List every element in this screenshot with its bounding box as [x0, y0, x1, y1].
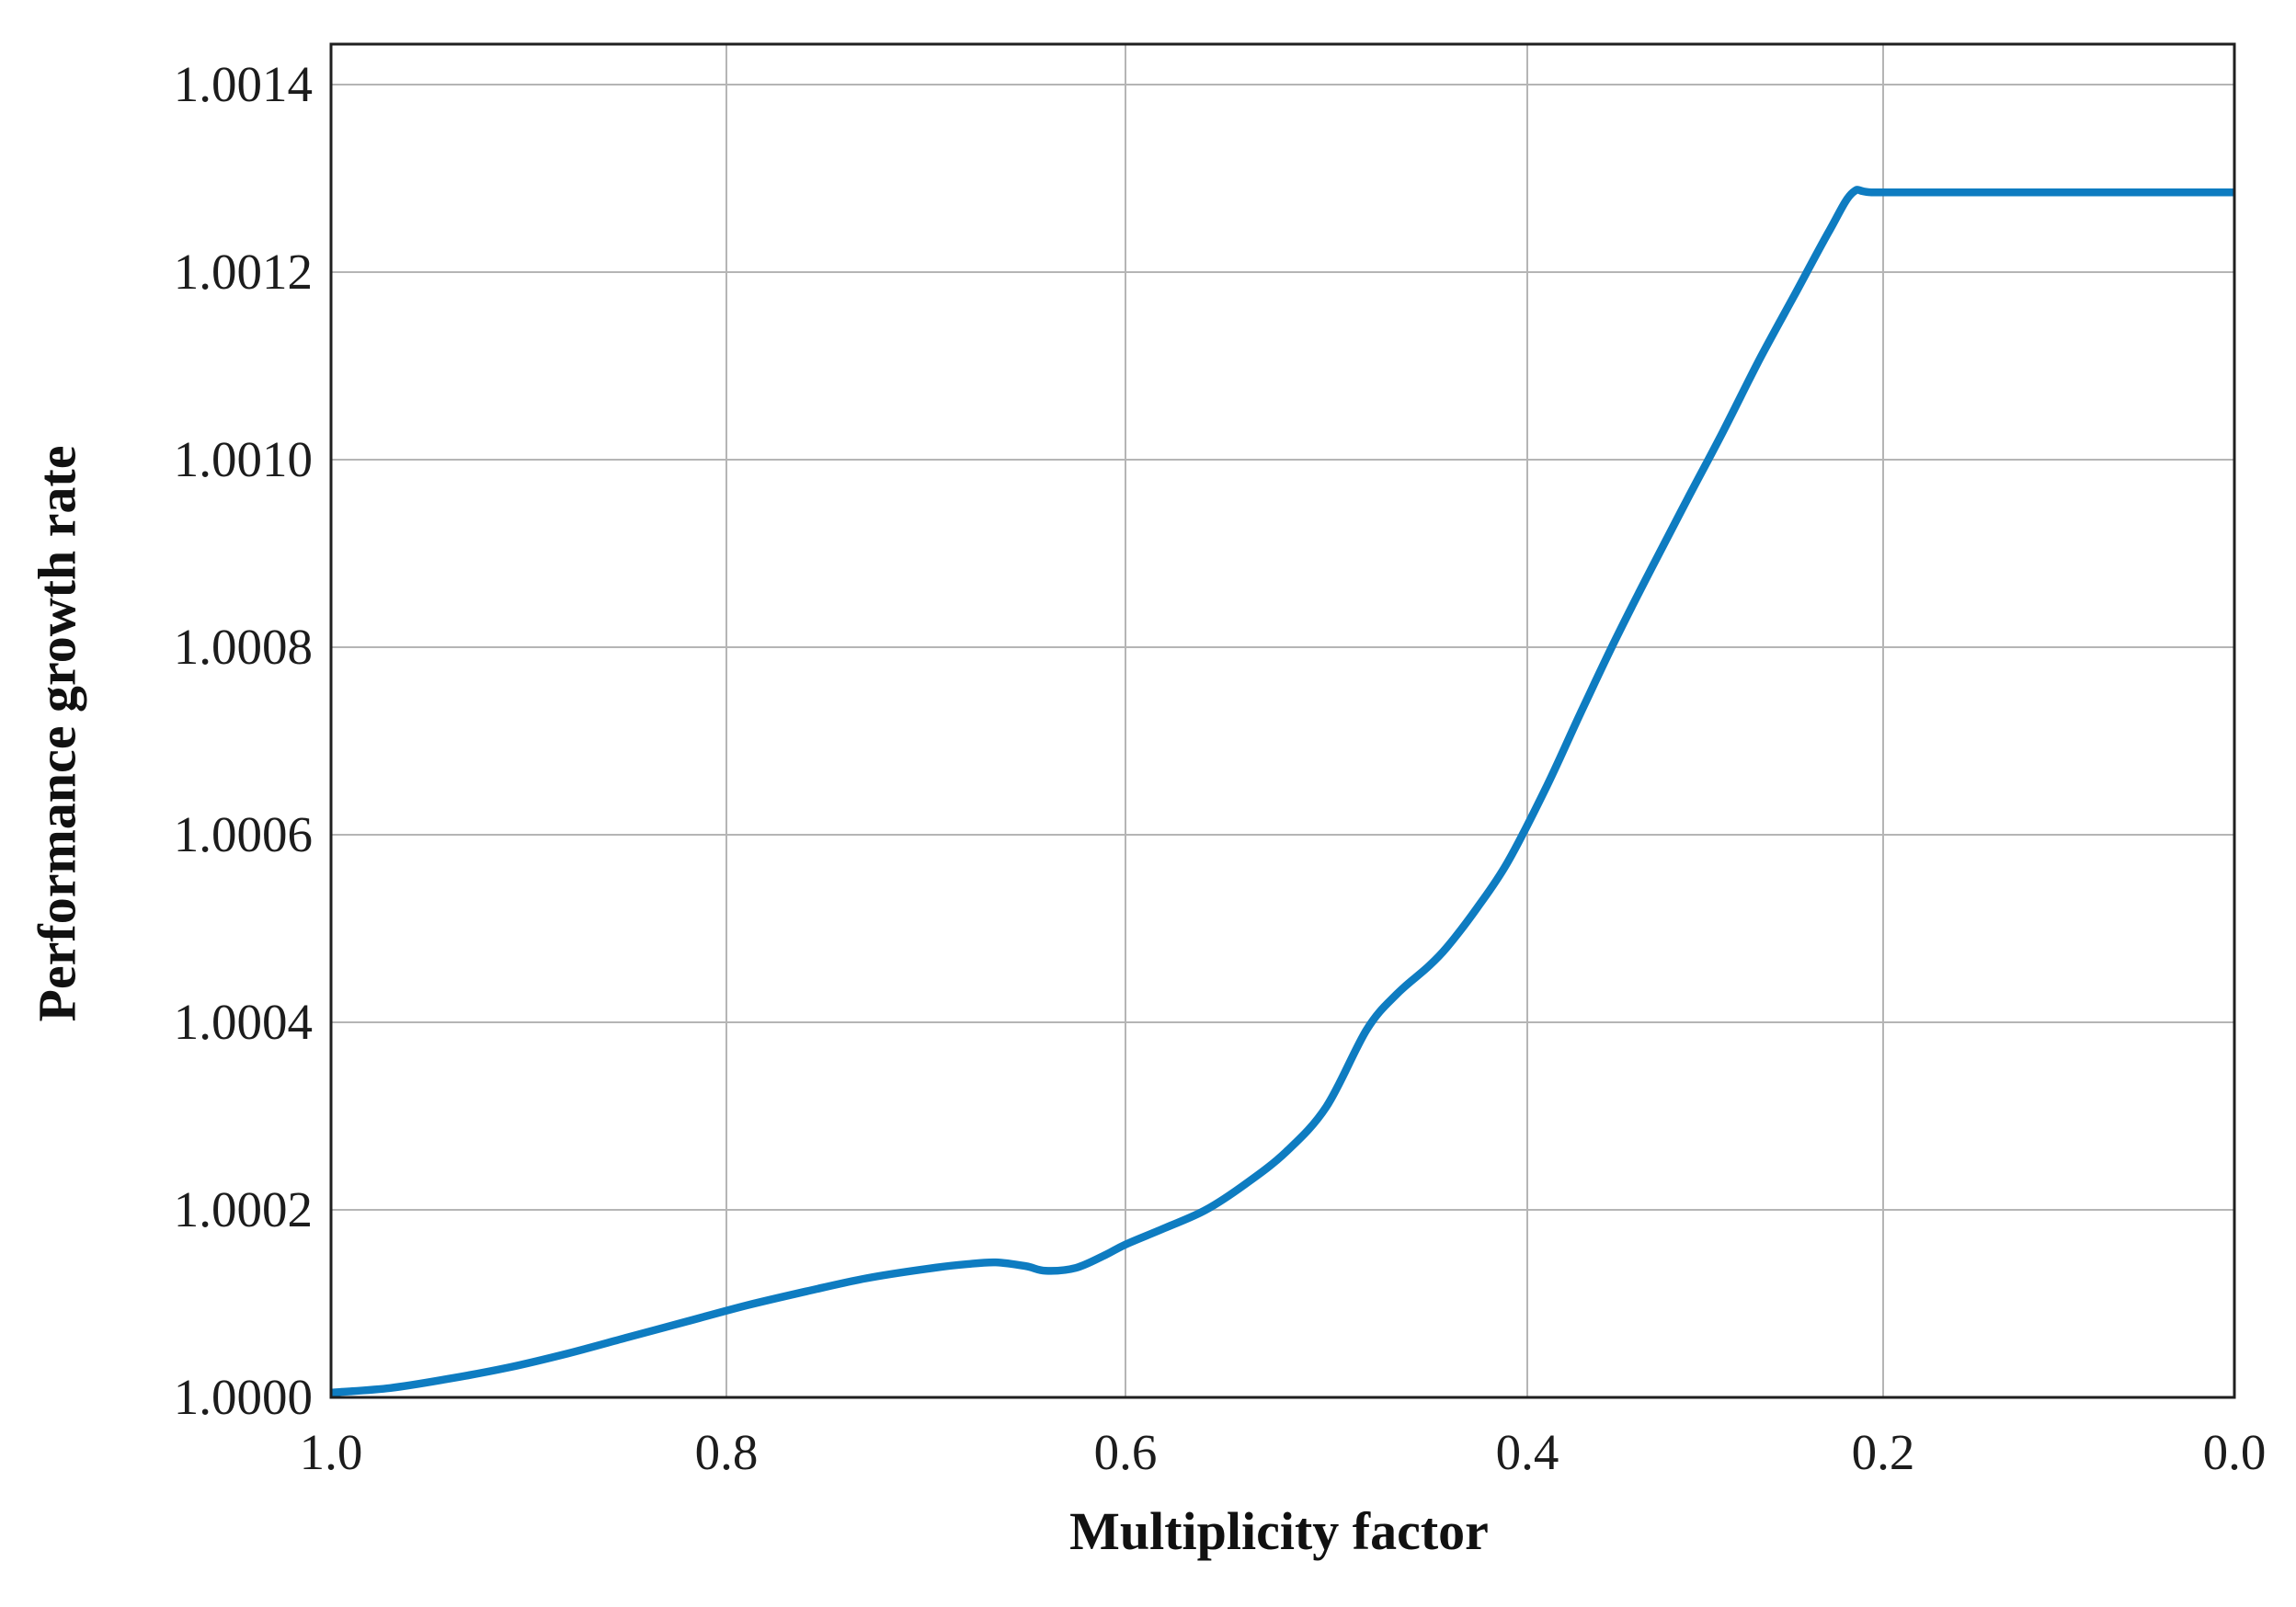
- plot-border: [329, 42, 2236, 1399]
- x-tick-label-0.2: 0.2: [1851, 1424, 1915, 1480]
- x-axis-title: Multiplicity factor: [1069, 1501, 1489, 1561]
- y-tick-label-1.0002: 1.0002: [173, 1181, 313, 1237]
- plot-border-rect: [329, 42, 2236, 1399]
- series-line-group: [330, 186, 2234, 1397]
- y-tick-label-1.0014: 1.0014: [173, 56, 313, 112]
- x-tick-label-1.0: 1.0: [299, 1424, 363, 1480]
- y-tick-label-1.0004: 1.0004: [173, 994, 313, 1050]
- y-axis-title: Performance growth rate: [27, 445, 87, 1022]
- y-tick-label-1.0006: 1.0006: [173, 806, 313, 862]
- y-tick-label-1.0000: 1.0000: [173, 1369, 313, 1425]
- gridlines: [331, 44, 2234, 1397]
- y-tick-label-1.0010: 1.0010: [173, 431, 313, 487]
- x-tick-label-0.4: 0.4: [1495, 1424, 1559, 1480]
- y-tick-label-1.0008: 1.0008: [173, 619, 313, 675]
- x-tick-label-0.6: 0.6: [1093, 1424, 1158, 1480]
- x-tick-label-0.0: 0.0: [2202, 1424, 2267, 1480]
- x-tick-label-0.8: 0.8: [694, 1424, 759, 1480]
- y-tick-label-1.0012: 1.0012: [173, 244, 313, 300]
- series-line-performance-growth-rate: [330, 186, 2234, 1397]
